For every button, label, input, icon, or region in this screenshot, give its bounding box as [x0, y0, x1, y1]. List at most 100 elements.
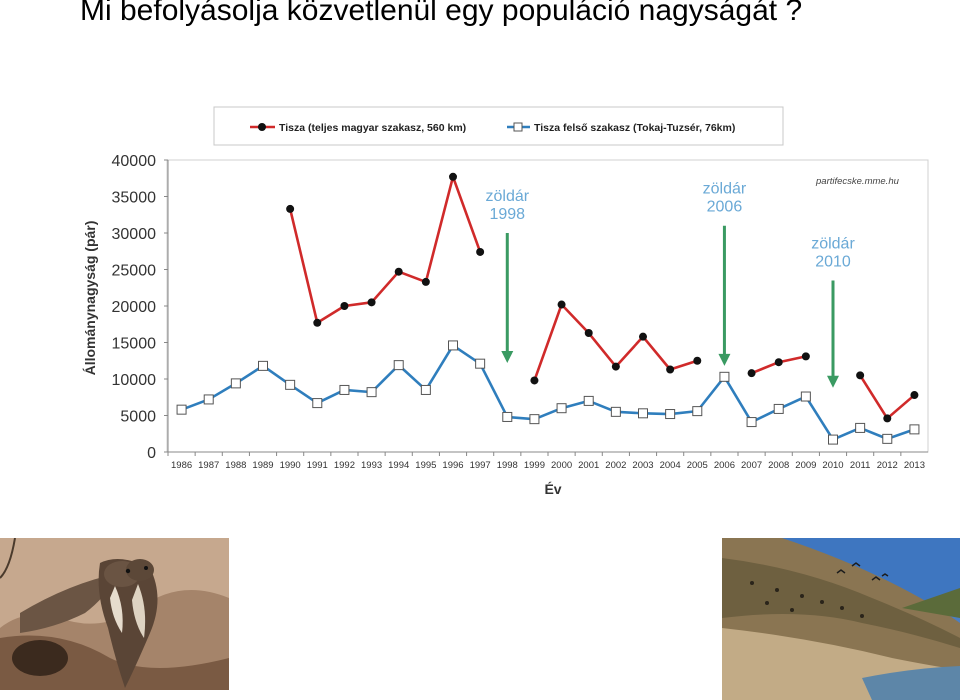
legend-label-blue: Tisza felső szakasz (Tokaj-Tuzsér, 76km)	[534, 122, 735, 134]
x-tick-label: 1989	[252, 460, 273, 471]
series-line-red	[859, 374, 916, 420]
data-point-blue	[665, 409, 676, 420]
data-point-blue	[556, 403, 567, 414]
x-tick-label: 1999	[524, 460, 545, 471]
x-tick-label: 2003	[632, 460, 653, 471]
river-bank-photo	[722, 538, 960, 700]
legend: Tisza (teljes magyar szakasz, 560 km) Ti…	[213, 106, 784, 146]
data-point-blue	[828, 434, 838, 445]
data-point-blue	[855, 422, 866, 433]
data-point-blue	[448, 340, 458, 351]
data-point-red	[801, 352, 810, 361]
y-tick-label: 40000	[112, 153, 157, 170]
series-line-blue	[181, 344, 915, 441]
x-tick-label: 2010	[822, 460, 843, 471]
sand-martin-photo	[0, 538, 229, 690]
data-point-red	[313, 318, 322, 327]
x-tick-label: 2000	[551, 460, 572, 471]
flood-arrow-head	[718, 353, 731, 366]
data-point-blue	[366, 387, 377, 398]
flood-label-line2: 2006	[707, 199, 743, 216]
data-point-blue	[610, 406, 621, 417]
x-tick-label: 2002	[605, 460, 626, 471]
data-point-red	[421, 277, 430, 286]
data-point-blue	[203, 394, 214, 405]
x-tick-label: 1986	[171, 460, 192, 471]
legend-marker-blue	[513, 122, 523, 132]
x-tick-label: 1991	[307, 460, 328, 471]
data-point-red	[910, 391, 919, 400]
data-point-blue	[339, 384, 350, 395]
x-axis-title: Év	[544, 481, 561, 497]
data-point-blue	[393, 360, 404, 371]
data-point-blue	[176, 404, 187, 415]
data-point-blue	[475, 358, 486, 369]
x-tick-label: 1993	[361, 460, 382, 471]
data-point-blue	[692, 406, 703, 417]
x-tick-label: 2001	[578, 460, 599, 471]
y-tick-label: 20000	[112, 299, 157, 316]
data-point-blue	[773, 403, 784, 414]
data-point-blue	[800, 391, 811, 402]
y-tick-label: 5000	[120, 409, 156, 426]
data-point-red	[584, 329, 593, 338]
data-point-red	[530, 376, 539, 385]
data-point-blue	[583, 395, 594, 406]
x-tick-label: 2008	[768, 460, 789, 471]
x-tick-label: 1998	[497, 460, 518, 471]
x-tick-label: 2013	[904, 460, 925, 471]
data-point-red	[476, 247, 485, 256]
y-tick-label: 0	[147, 445, 156, 462]
data-point-red	[883, 414, 892, 423]
watermark-text: partifecske.mme.hu	[815, 176, 900, 187]
x-tick-label: 2009	[795, 460, 816, 471]
flood-label-line2: 1998	[489, 206, 525, 223]
data-point-red	[394, 267, 403, 276]
data-point-red	[367, 298, 376, 307]
slide-title: Mi befolyásolja közvetlenül egy populáci…	[80, 0, 803, 27]
data-point-red	[693, 356, 702, 365]
x-tick-label: 1994	[388, 460, 409, 471]
x-tick-label: 2011	[850, 460, 870, 471]
data-point-red	[611, 362, 620, 371]
flood-label-line2: 2010	[815, 253, 851, 270]
data-point-red	[340, 302, 349, 310]
y-tick-label: 10000	[112, 372, 157, 389]
x-tick-label: 2006	[714, 460, 735, 471]
y-tick-label: 30000	[112, 226, 157, 243]
population-chart: Tisza (teljes magyar szakasz, 560 km) Ti…	[82, 106, 929, 497]
flood-label-line1: zöldár	[811, 235, 855, 252]
y-tick-label: 35000	[112, 190, 157, 207]
data-point-blue	[746, 417, 757, 428]
flood-arrow-head	[501, 350, 514, 363]
x-tick-label: 1995	[415, 460, 436, 471]
data-point-red	[557, 300, 566, 309]
data-point-blue	[638, 408, 648, 419]
y-tick-label: 25000	[112, 263, 157, 280]
x-tick-label: 1988	[225, 460, 246, 471]
x-tick-label: 1996	[442, 460, 463, 471]
data-point-blue	[258, 360, 268, 371]
data-point-blue	[882, 433, 893, 444]
flood-arrow-head	[827, 375, 839, 388]
flood-label-line1: zöldár	[703, 181, 747, 198]
x-tick-label: 2012	[877, 460, 898, 471]
x-tick-label: 2004	[660, 460, 681, 471]
data-point-red	[747, 369, 756, 378]
data-point-red	[856, 371, 865, 380]
data-point-blue	[529, 414, 540, 425]
data-point-red	[286, 204, 295, 213]
y-axis-title: Állománynagyság (pár)	[82, 221, 98, 376]
data-point-blue	[312, 398, 323, 409]
legend-label-red: Tisza (teljes magyar szakasz, 560 km)	[279, 122, 466, 134]
legend-marker-red	[258, 123, 266, 131]
flood-label-line1: zöldár	[485, 188, 529, 205]
data-point-red	[449, 172, 457, 181]
data-point-red	[639, 332, 647, 341]
data-point-blue	[502, 411, 513, 422]
data-point-blue	[909, 424, 920, 435]
data-point-blue	[719, 371, 730, 382]
series-line-red	[288, 175, 482, 325]
data-point-red	[774, 358, 783, 367]
data-point-red	[666, 365, 675, 374]
